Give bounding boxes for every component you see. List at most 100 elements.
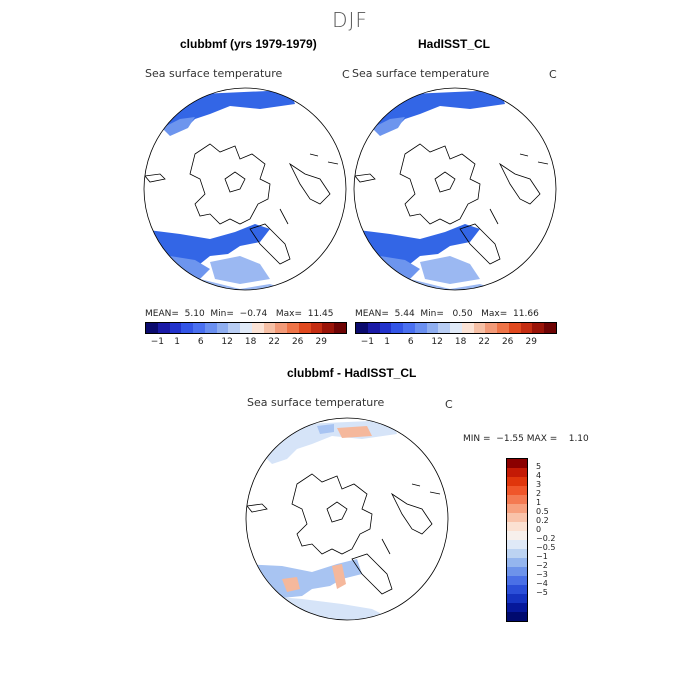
colorbar-swatch — [507, 612, 527, 621]
colorbar-tick-label: 1 — [384, 337, 391, 347]
colorbar-swatch — [228, 323, 241, 333]
ocean-south-pale-2 — [210, 256, 270, 284]
colorbar-label: −4 — [536, 579, 548, 588]
colorbar-swatch — [507, 540, 527, 549]
colorbar-swatch — [193, 323, 205, 333]
panel-1-unit: C — [342, 68, 350, 81]
colorbar-swatch — [507, 603, 527, 612]
colorbar-swatch — [507, 459, 527, 468]
colorbar-label: 1 — [536, 498, 542, 507]
colorbar-tick-label: 22 — [478, 337, 490, 347]
panel-1-map — [143, 87, 347, 291]
colorbar-label: 0.5 — [536, 507, 549, 516]
colorbar-swatch — [216, 323, 229, 333]
colorbar-swatch — [507, 495, 527, 504]
coastline-islands — [144, 153, 339, 225]
diff-north-warm — [337, 426, 372, 438]
colorbar-swatch — [251, 323, 264, 333]
colorbar-tick-label: 22 — [268, 337, 280, 347]
diff-colorbar — [506, 458, 528, 622]
coastline-greenland — [434, 171, 456, 193]
diff-title: clubbmf - HadISST_CL — [287, 366, 417, 380]
diff-map — [245, 417, 449, 621]
colorbar-swatch — [507, 522, 527, 531]
coastline-europe — [291, 473, 373, 555]
colorbar-swatch — [507, 549, 527, 558]
panel-2-title: HadISST_CL — [418, 37, 491, 51]
colorbar-tick-label: 18 — [454, 337, 467, 347]
colorbar-tick-label: 12 — [221, 337, 233, 347]
colorbar-swatch — [181, 323, 194, 333]
panel-1-title: clubbmf (yrs 1979-1979) — [180, 37, 317, 51]
colorbar-swatch — [461, 323, 474, 333]
diff-unit: C — [445, 398, 453, 411]
colorbar-label: −1 — [536, 552, 548, 561]
coastline-americas — [351, 553, 393, 595]
colorbar-tick-label: 1 — [174, 337, 181, 347]
colorbar-tick-label: 29 — [315, 337, 327, 347]
coastline-asia-east — [390, 492, 433, 535]
colorbar-swatch — [146, 323, 158, 333]
colorbar-swatch — [379, 323, 392, 333]
colorbar-tick-label: 26 — [501, 337, 514, 347]
ocean-top-light — [372, 117, 405, 136]
colorbar-label: 0 — [536, 525, 542, 534]
panel-2-subtitle: Sea surface temperature — [352, 67, 490, 80]
colorbar-swatch — [507, 468, 527, 477]
colorbar-swatch — [367, 323, 380, 333]
colorbar-label: −0.2 — [536, 534, 556, 543]
colorbar-swatch — [507, 504, 527, 513]
colorbar-swatch — [263, 323, 276, 333]
coastline-islands — [354, 153, 549, 225]
colorbar-swatch — [334, 323, 347, 333]
colorbar-label: 2 — [536, 489, 542, 498]
colorbar-swatch — [414, 323, 427, 333]
colorbar-swatch — [240, 323, 252, 333]
colorbar-swatch — [532, 323, 545, 333]
colorbar-swatch — [450, 323, 462, 333]
colorbar-tick-label: 6 — [197, 337, 204, 347]
diff-colorbar-labels: 5 4 3 2 1 0.5 0.2 0 −0.2 −0.5 −1 −2 −3 −4 −5 — [536, 458, 576, 620]
colorbar-swatch — [204, 323, 217, 333]
colorbar-swatch — [438, 323, 451, 333]
colorbar-swatch — [356, 323, 368, 333]
colorbar-swatch — [322, 323, 335, 333]
colorbar-tick-label: 18 — [244, 337, 257, 347]
panel-2-stats: MEAN= 5.44 Min= 0.50 Max= 11.66 — [355, 309, 539, 319]
panel-2-colorbar — [355, 322, 557, 334]
colorbar-tick-label: 12 — [431, 337, 443, 347]
coastline-greenland — [326, 501, 348, 523]
panel-2-map — [353, 87, 557, 291]
panel-2-unit: C — [549, 68, 557, 81]
colorbar-swatch — [426, 323, 439, 333]
ocean-south-pale-2 — [420, 256, 480, 284]
colorbar-swatch — [507, 576, 527, 585]
coastline-greenland — [224, 171, 246, 193]
colorbar-label: −2 — [536, 561, 548, 570]
diff-north-blue — [317, 424, 334, 434]
ocean-top-light — [162, 117, 195, 136]
colorbar-swatch — [497, 323, 509, 333]
panel-1-colorbar — [145, 322, 347, 334]
colorbar-swatch — [507, 513, 527, 522]
coastline-asia-east — [288, 162, 331, 205]
coastline-europe — [189, 143, 271, 225]
panel-1-colorbar-ticks: −1 1 6 12 18 22 26 29 — [145, 337, 345, 349]
colorbar-tick-label: 29 — [525, 337, 537, 347]
colorbar-swatch — [287, 323, 299, 333]
colorbar-swatch — [275, 323, 288, 333]
panel-2-colorbar-ticks: −1 1 6 12 18 22 26 29 — [355, 337, 555, 349]
colorbar-tick-label: −1 — [360, 337, 375, 347]
colorbar-label: 3 — [536, 480, 542, 489]
colorbar-swatch — [507, 567, 527, 576]
diff-subtitle: Sea surface temperature — [247, 396, 385, 409]
panel-1-stats: MEAN= 5.10 Min= −0.74 Max= 11.45 — [145, 309, 334, 319]
coastline-americas — [459, 223, 501, 265]
colorbar-swatch — [310, 323, 323, 333]
coastline-islands — [246, 483, 441, 555]
colorbar-tick-label: 6 — [407, 337, 414, 347]
colorbar-label: −3 — [536, 570, 548, 579]
colorbar-swatch — [507, 558, 527, 567]
colorbar-label: 4 — [536, 471, 542, 480]
colorbar-label: −5 — [536, 588, 548, 597]
